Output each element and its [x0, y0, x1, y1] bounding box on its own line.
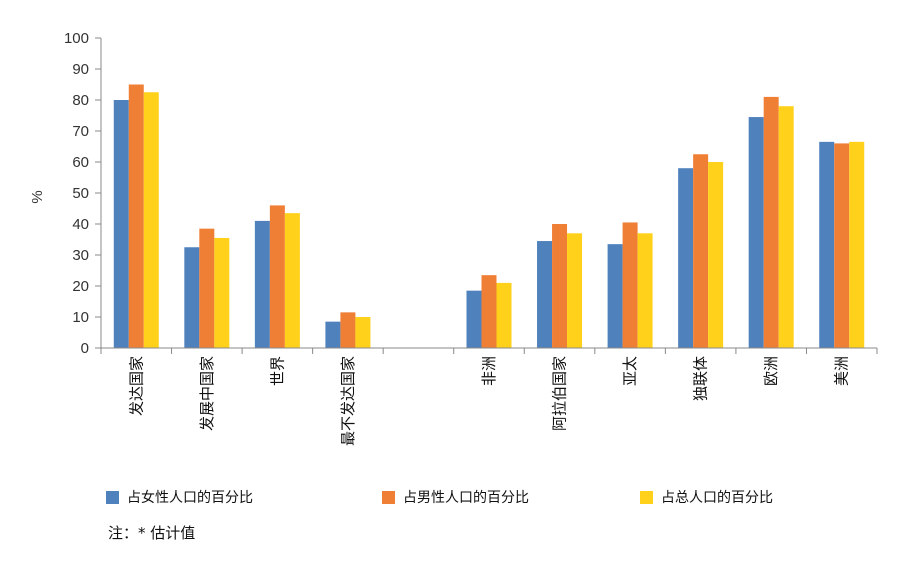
legend-item-male: 占男性人口的百分比 — [382, 487, 529, 507]
y-tick-label: 10 — [72, 309, 89, 326]
legend-item-female: 占女性人口的百分比 — [106, 487, 253, 507]
bar-series-1-cat-8 — [693, 154, 709, 348]
footnote: 注：* 估计值 — [108, 524, 196, 542]
legend-label-total: 占总人口的百分比 — [661, 490, 773, 506]
bar-series-0-cat-3 — [325, 321, 341, 348]
y-tick-label: 50 — [72, 185, 89, 202]
bar-series-1-cat-2 — [269, 205, 285, 348]
legend-swatch-female — [106, 490, 119, 504]
bar-series-1-cat-1 — [199, 228, 215, 348]
bar-series-0-cat-8 — [678, 168, 694, 348]
bar-series-2-cat-8 — [708, 162, 724, 348]
bar-series-2-cat-2 — [284, 213, 300, 348]
x-category-label: 美洲 — [833, 356, 851, 386]
x-category-label: 独联体 — [692, 356, 710, 401]
bar-series-2-cat-7 — [637, 233, 653, 348]
bar-series-2-cat-10 — [849, 141, 865, 348]
y-tick-label: 80 — [72, 92, 89, 109]
bar-series-2-cat-1 — [214, 237, 230, 348]
bar-series-2-cat-6 — [567, 233, 583, 348]
y-tick-label: 90 — [72, 61, 89, 78]
bar-series-1-cat-6 — [552, 224, 568, 348]
x-axis: 发达国家 发展中国家 世界 最不发达国家 非洲 阿拉伯国家 亚太 独联体 欧洲 美洲 — [100, 347, 878, 446]
bar-series-1-cat-0 — [128, 84, 144, 348]
bar-series-1-cat-5 — [481, 275, 497, 348]
x-category-label: 非洲 — [480, 356, 498, 386]
bar-series-0-cat-5 — [466, 290, 482, 348]
y-tick-label: 100 — [64, 30, 89, 47]
x-category-label: 阿拉伯国家 — [551, 356, 569, 431]
y-tick-label: 70 — [72, 123, 89, 140]
x-category-label: 亚太 — [621, 356, 639, 386]
y-tick-label: 60 — [72, 154, 89, 171]
legend-item-total: 占总人口的百分比 — [640, 487, 773, 507]
bar-series-2-cat-9 — [778, 106, 794, 348]
y-tick-label: 20 — [72, 278, 89, 295]
bar-series-0-cat-7 — [607, 244, 623, 348]
bar-series-0-cat-1 — [184, 247, 200, 348]
legend-swatch-total — [640, 490, 653, 504]
bar-series-0-cat-10 — [819, 141, 835, 348]
bars — [113, 84, 865, 349]
bar-series-0-cat-9 — [748, 117, 764, 348]
y-tick-label: 30 — [72, 247, 89, 264]
bar-series-1-cat-10 — [834, 143, 850, 348]
bar-series-0-cat-6 — [537, 241, 553, 348]
x-category-label: 最不发达国家 — [339, 356, 357, 446]
bar-series-0-cat-0 — [113, 100, 129, 348]
legend-label-female: 占女性人口的百分比 — [127, 490, 253, 506]
bar-chart: % 0 10 20 30 40 50 60 70 80 90 100 发达国家 发展中国家 世界 最不发达… — [29, 30, 878, 446]
legend-label-male: 占男性人口的百分比 — [403, 490, 529, 506]
x-category-label: 欧洲 — [762, 356, 780, 386]
y-axis: 0 10 20 30 40 50 60 70 80 90 100 — [64, 30, 102, 357]
bar-series-2-cat-0 — [143, 92, 159, 348]
x-category-label: 发展中国家 — [198, 356, 216, 431]
y-tick-label: 40 — [72, 216, 89, 233]
bar-series-2-cat-3 — [355, 317, 371, 348]
x-category-label: 发达国家 — [127, 356, 145, 416]
bar-series-1-cat-7 — [622, 222, 638, 348]
y-axis-label: % — [29, 190, 46, 203]
bar-series-2-cat-5 — [496, 282, 512, 348]
bar-series-0-cat-2 — [254, 220, 270, 348]
legend-swatch-male — [382, 490, 395, 504]
bar-series-1-cat-3 — [340, 312, 356, 348]
y-tick-label: 0 — [81, 340, 89, 357]
x-category-label: 世界 — [268, 356, 286, 386]
bar-series-1-cat-9 — [763, 96, 779, 349]
